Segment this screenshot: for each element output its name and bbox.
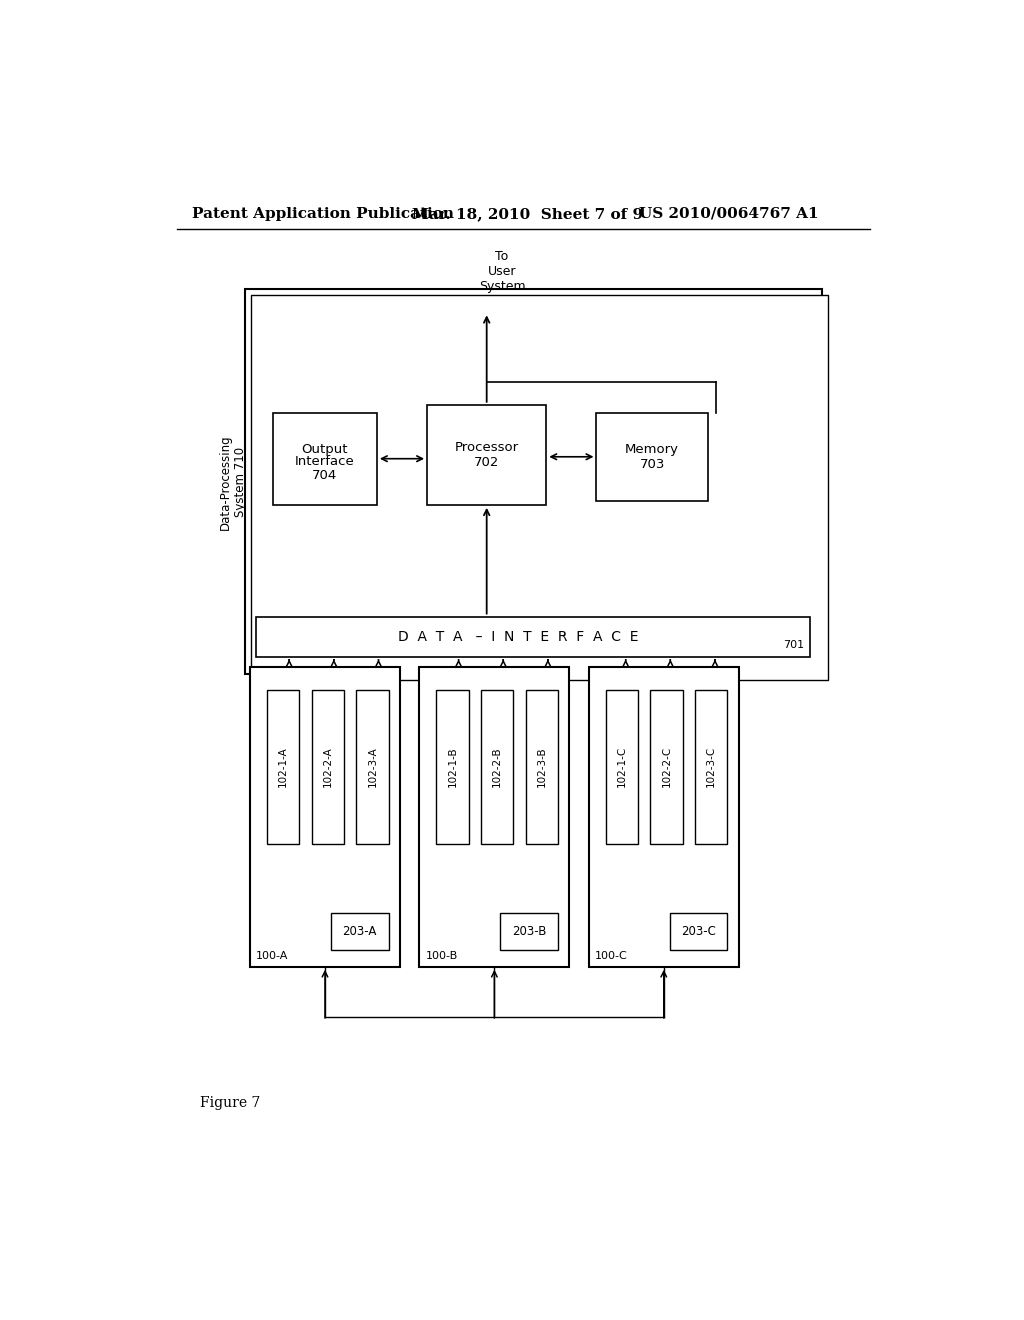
Text: Data-Processing
System 710: Data-Processing System 710 [219, 434, 247, 529]
Bar [500, 913, 558, 950]
Text: 203-C: 203-C [681, 925, 716, 939]
Bar [605, 689, 638, 843]
Bar [251, 296, 828, 681]
Bar [267, 689, 299, 843]
Text: Mar. 18, 2010  Sheet 7 of 9: Mar. 18, 2010 Sheet 7 of 9 [412, 207, 643, 220]
Text: 203-A: 203-A [342, 925, 377, 939]
Bar [311, 689, 344, 843]
Text: 102-3-B: 102-3-B [537, 746, 547, 787]
Text: To
User
System: To User System [479, 251, 525, 293]
Bar [331, 913, 388, 950]
Text: D  A  T  A   –  I  N  T  E  R  F  A  C  E: D A T A – I N T E R F A C E [397, 630, 638, 644]
Bar [596, 412, 708, 502]
Bar [427, 405, 547, 506]
Text: US 2010/0064767 A1: US 2010/0064767 A1 [639, 207, 818, 220]
Text: 102-2-A: 102-2-A [323, 746, 333, 787]
Text: 702: 702 [474, 455, 500, 469]
Text: 703: 703 [640, 458, 665, 471]
Text: Interface: Interface [295, 455, 355, 469]
Text: 102-2-C: 102-2-C [662, 746, 672, 787]
Bar [589, 667, 739, 966]
Text: 704: 704 [312, 469, 338, 482]
Bar [273, 412, 377, 504]
Bar [419, 667, 569, 966]
Bar [695, 689, 727, 843]
Text: 102-2-B: 102-2-B [493, 746, 502, 787]
Text: 100-B: 100-B [425, 950, 458, 961]
Text: Memory: Memory [626, 442, 679, 455]
Bar [436, 689, 469, 843]
Text: Output: Output [302, 444, 348, 455]
Text: 102-1-C: 102-1-C [616, 746, 627, 787]
Bar [245, 289, 822, 675]
Text: Patent Application Publication: Patent Application Publication [193, 207, 455, 220]
Bar [256, 616, 810, 656]
Text: 100-A: 100-A [256, 950, 289, 961]
Bar [250, 667, 400, 966]
Bar [525, 689, 558, 843]
Bar [356, 689, 388, 843]
Text: 203-B: 203-B [512, 925, 546, 939]
Bar [650, 689, 683, 843]
Text: 102-3-A: 102-3-A [368, 746, 377, 787]
Text: 102-1-B: 102-1-B [447, 746, 458, 787]
Text: Figure 7: Figure 7 [200, 1096, 260, 1110]
Text: 701: 701 [783, 640, 804, 651]
Text: 100-C: 100-C [595, 950, 628, 961]
Text: Processor: Processor [455, 441, 519, 454]
Bar [670, 913, 727, 950]
Bar [481, 689, 513, 843]
Text: 102-1-A: 102-1-A [279, 746, 288, 787]
Text: 102-3-C: 102-3-C [707, 746, 716, 787]
